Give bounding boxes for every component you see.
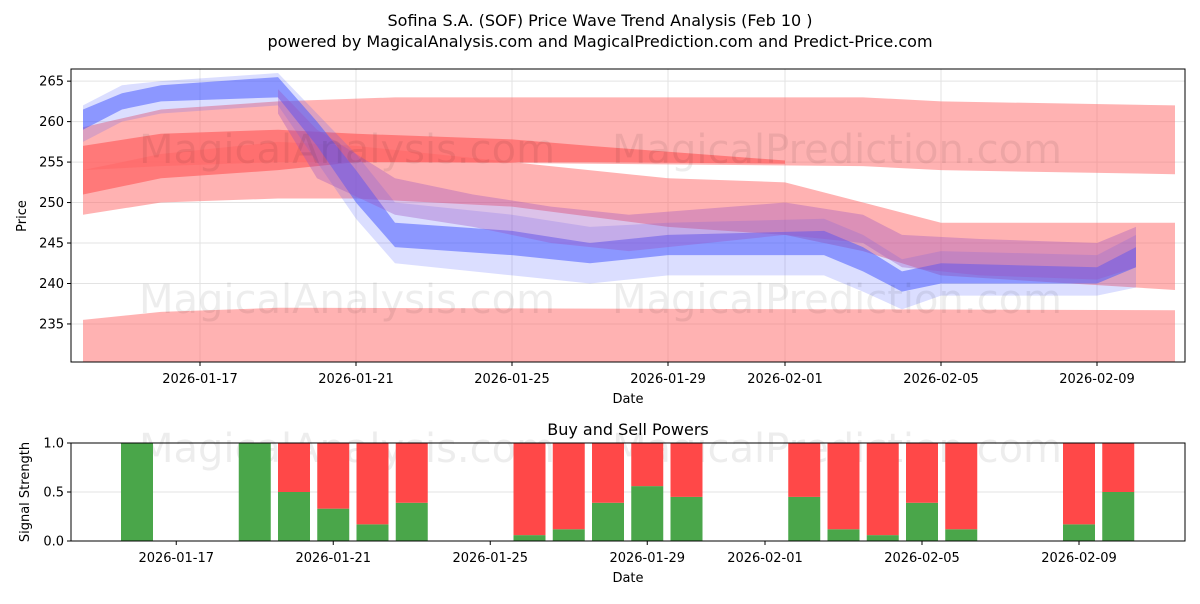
buy-bar	[592, 502, 624, 541]
watermark: MagicalPrediction.com	[612, 277, 1062, 323]
buy-bar	[552, 529, 585, 541]
buy-bar	[827, 529, 860, 541]
band-red-lower	[83, 307, 1175, 362]
sell-bar	[788, 443, 821, 497]
plot-frame	[70, 442, 1186, 542]
buy-bar	[317, 508, 350, 541]
sell-bar	[552, 443, 585, 530]
buy-bar	[1063, 524, 1095, 541]
x-tick-label: 2026-01-17	[162, 372, 238, 387]
watermark: MagicalAnalysis.com	[139, 277, 555, 323]
sell-bar	[513, 443, 546, 536]
y-tick-label: 265	[39, 75, 64, 90]
sell-bar	[827, 443, 860, 530]
buy-bar	[278, 492, 310, 541]
y-tick-label: 0.5	[43, 486, 64, 501]
buy-bar	[866, 535, 899, 541]
buy-bar	[945, 529, 978, 541]
y-tick-label: 255	[39, 156, 64, 171]
x-tick-label: 2026-01-21	[295, 551, 371, 566]
y-tick-label: 240	[39, 277, 64, 292]
signal-xlabel: Date	[612, 571, 643, 586]
watermark: MagicalPrediction.com	[612, 127, 1062, 173]
sell-bar	[317, 443, 350, 509]
buy-bar	[121, 443, 153, 541]
buy-bar	[1102, 492, 1135, 541]
x-tick-label: 2026-01-17	[138, 551, 214, 566]
buy-bar	[513, 535, 546, 541]
y-tick-label: 235	[39, 317, 64, 332]
buy-bar	[238, 443, 271, 541]
buy-bar	[670, 496, 703, 541]
x-tick-label: 2026-01-25	[452, 551, 528, 566]
band-purple	[278, 89, 1136, 280]
y-tick-label: 1.0	[43, 437, 64, 452]
x-tick-label: 2026-02-09	[1041, 551, 1117, 566]
signal-chart: 0.00.51.0MagicalAnalysis.comMagicalPredi…	[43, 426, 1186, 566]
chart-title: Sofina S.A. (SOF) Price Wave Trend Analy…	[388, 11, 813, 30]
sell-bar	[592, 443, 624, 503]
y-tick-label: 260	[39, 115, 64, 130]
buy-bar	[631, 486, 664, 541]
x-tick-label: 2026-02-05	[884, 551, 960, 566]
x-tick-label: 2026-01-25	[474, 372, 550, 387]
sell-bar	[395, 443, 428, 503]
x-tick-label: 2026-01-29	[609, 551, 685, 566]
watermark: MagicalAnalysis.com	[139, 127, 555, 173]
bands	[83, 73, 1175, 362]
x-tick-label: 2026-02-09	[1059, 372, 1135, 387]
x-tick-label: 2026-02-01	[727, 551, 803, 566]
buy-bar	[395, 502, 428, 541]
sell-bar	[945, 443, 978, 530]
y-tick-label: 0.0	[43, 535, 64, 550]
band-blue-core	[83, 77, 1136, 292]
sell-bar	[356, 443, 389, 525]
price-ylabel: Price	[15, 200, 30, 232]
band-red-mid-dark	[83, 129, 785, 195]
sell-bar	[670, 443, 703, 497]
sell-bar	[631, 443, 664, 487]
buy-bar	[356, 524, 389, 541]
x-tick-label: 2026-01-29	[630, 372, 706, 387]
sell-bar	[1102, 443, 1135, 492]
y-tick-label: 245	[39, 237, 64, 252]
x-tick-label: 2026-01-21	[318, 372, 394, 387]
sell-bar	[278, 443, 310, 492]
price-chart: 235 240 245 250 255 260 265 2026-01-17 2026-01-2…	[39, 68, 1186, 387]
sell-bar	[906, 443, 938, 503]
x-tick-label: 2026-02-05	[903, 372, 979, 387]
signal-ylabel: Signal Strength	[18, 442, 33, 542]
signal-title: Buy and Sell Powers	[547, 420, 709, 439]
x-tick-label: 2026-02-01	[747, 372, 823, 387]
band-blue-wide	[83, 73, 1136, 310]
y-tick-label: 250	[39, 196, 64, 211]
chart-subtitle: powered by MagicalAnalysis.com and Magic…	[267, 32, 932, 51]
sell-bar	[866, 443, 899, 536]
plot-frame	[70, 68, 1186, 363]
buy-bar	[906, 502, 938, 541]
sell-bar	[1063, 443, 1095, 525]
buy-bar	[788, 496, 821, 541]
price-xlabel: Date	[612, 392, 643, 407]
